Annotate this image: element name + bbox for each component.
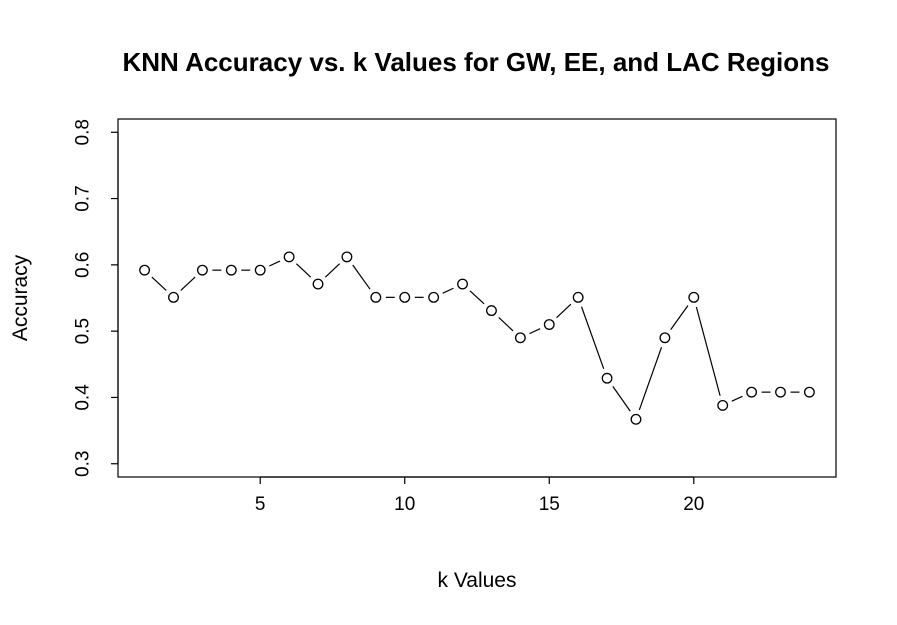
data-point-k4 xyxy=(225,264,237,276)
chart-title: KNN Accuracy vs. k Values for GW, EE, an… xyxy=(122,47,829,77)
series-0-segment-8 xyxy=(352,264,371,290)
y-tick-label-0.4: 0.4 xyxy=(73,384,94,411)
data-point-k23 xyxy=(775,386,786,398)
data-point-k6 xyxy=(283,251,295,263)
series-0-segment-6 xyxy=(295,263,312,278)
series-0-segment-2 xyxy=(180,276,196,291)
data-point-k3 xyxy=(196,264,208,276)
x-tick-label-20: 20 xyxy=(683,494,704,515)
data-point-k7 xyxy=(312,278,324,290)
y-tick-label-0.7: 0.7 xyxy=(73,185,94,211)
series-0-segment-1 xyxy=(151,276,167,291)
series-0-segment-11 xyxy=(442,287,454,294)
data-point-k17 xyxy=(601,372,613,384)
data-point-k2 xyxy=(168,291,179,303)
y-axis-label: Accuracy xyxy=(9,254,32,341)
data-point-k10 xyxy=(399,291,411,303)
data-point-k18 xyxy=(630,413,642,425)
series-0-segment-5 xyxy=(269,260,281,267)
y-tick-label-0.3: 0.3 xyxy=(73,451,94,477)
y-tick-label-0.6: 0.6 xyxy=(73,252,94,278)
series-0-segment-19 xyxy=(670,305,689,330)
series-0-segment-12 xyxy=(469,290,485,305)
data-point-k12 xyxy=(457,278,468,290)
data-point-k22 xyxy=(746,386,758,398)
series-0-segment-15 xyxy=(556,303,572,319)
data-point-k16 xyxy=(572,291,584,303)
data-point-k24 xyxy=(803,386,815,398)
series-0-segment-18 xyxy=(638,347,663,411)
data-point-k11 xyxy=(428,291,440,303)
x-tick-label-10: 10 xyxy=(394,494,415,515)
series-0-segment-16 xyxy=(580,306,605,370)
y-tick-label-0.8: 0.8 xyxy=(73,119,94,145)
series-0-segment-21 xyxy=(731,395,743,402)
plot-area xyxy=(117,118,837,478)
series-0-segment-17 xyxy=(612,386,631,412)
series-0-segment-20 xyxy=(695,306,721,396)
data-point-k9 xyxy=(370,291,382,303)
y-axis: 0.3 0.4 0.5 0.6 0.7 0.8 xyxy=(73,119,119,477)
data-point-k13 xyxy=(486,305,497,317)
x-tick-label-5: 5 xyxy=(255,494,266,515)
data-point-k14 xyxy=(514,332,526,344)
x-axis: 5 10 15 20 xyxy=(255,476,704,515)
data-point-k5 xyxy=(254,264,266,276)
series-0-segment-13 xyxy=(498,317,514,332)
x-tick-label-15: 15 xyxy=(539,494,560,515)
x-axis-label: k Values xyxy=(438,569,517,592)
data-point-k19 xyxy=(659,332,671,344)
series-0-segment-14 xyxy=(529,328,541,335)
data-point-k8 xyxy=(341,251,353,263)
y-tick-label-0.5: 0.5 xyxy=(73,318,94,344)
data-point-k15 xyxy=(543,319,555,330)
series-layer xyxy=(139,251,815,425)
data-point-k20 xyxy=(688,291,700,303)
data-point-k1 xyxy=(139,264,151,276)
series-0-segment-7 xyxy=(324,263,341,278)
data-point-k21 xyxy=(717,399,729,411)
